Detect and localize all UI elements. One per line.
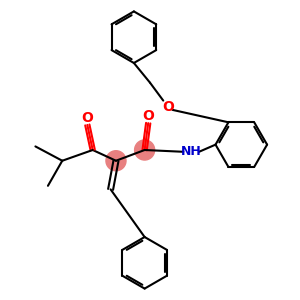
Text: O: O bbox=[81, 111, 93, 125]
Text: NH: NH bbox=[181, 145, 202, 158]
Text: O: O bbox=[142, 109, 154, 123]
Text: O: O bbox=[162, 100, 174, 114]
Circle shape bbox=[135, 140, 155, 160]
Circle shape bbox=[106, 151, 126, 171]
